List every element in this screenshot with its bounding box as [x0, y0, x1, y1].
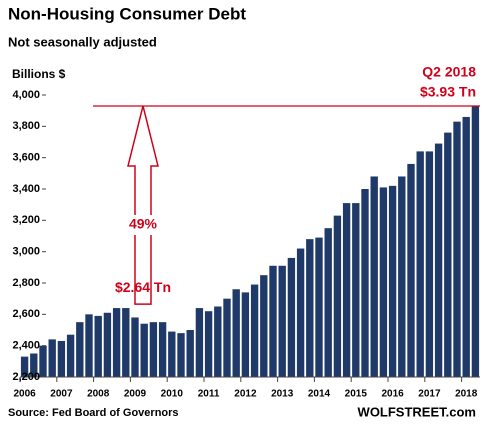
bar	[112, 308, 121, 377]
bar	[425, 151, 434, 377]
bar	[333, 215, 342, 377]
x-tick-label: 2015	[345, 389, 368, 400]
bar	[241, 292, 250, 377]
x-tick-label: 2014	[308, 389, 331, 400]
bar	[122, 308, 130, 377]
bar	[471, 105, 480, 377]
bar	[342, 203, 351, 377]
x-tick-label: 2012	[234, 389, 257, 400]
bar	[177, 333, 185, 377]
bar	[30, 353, 38, 377]
x-tick-label: 2018	[455, 389, 478, 400]
y-tick-label: 4,000	[12, 89, 40, 101]
bar	[131, 317, 139, 377]
bar	[296, 248, 305, 377]
y-axis-label: Billions $	[12, 67, 66, 81]
bar	[434, 143, 443, 377]
bar	[260, 275, 268, 377]
bar	[388, 185, 397, 377]
bar	[214, 306, 222, 377]
chart-title: Non-Housing Consumer Debt	[8, 4, 246, 23]
bar	[76, 322, 84, 377]
y-tick-label: 3,200	[12, 214, 40, 226]
x-tick-label: 2010	[161, 389, 184, 400]
bar	[324, 228, 332, 377]
bar	[379, 187, 388, 377]
y-tick-label: 2,800	[12, 277, 40, 289]
bar	[398, 176, 406, 377]
bar	[223, 298, 231, 377]
y-tick-label: 2,200	[12, 371, 40, 383]
chart-subtitle: Not seasonally adjusted	[8, 34, 157, 49]
label-box	[125, 215, 161, 236]
latest-period: Q2 2018	[422, 64, 476, 80]
bar	[287, 257, 296, 377]
bar	[315, 237, 323, 377]
bar	[361, 189, 369, 377]
x-tick-label: 2007	[50, 389, 73, 400]
bar	[269, 265, 277, 377]
bar	[232, 289, 240, 377]
bar	[453, 121, 461, 377]
bar	[20, 356, 29, 377]
bar	[306, 239, 314, 377]
bar	[85, 314, 93, 377]
bar	[66, 334, 75, 377]
bar	[94, 315, 102, 377]
x-tick-label: 2016	[381, 389, 404, 400]
brand: WOLFSTREET.com	[358, 404, 476, 419]
y-tick-label: 3,600	[12, 152, 40, 164]
bar	[140, 323, 148, 377]
bar	[186, 330, 194, 377]
x-tick-label: 2017	[418, 389, 441, 400]
x-tick-label: 2009	[124, 389, 147, 400]
bar	[168, 331, 176, 377]
x-tick-label: 2011	[198, 389, 220, 400]
y-tick-label: 3,400	[12, 183, 40, 195]
bar	[444, 132, 452, 377]
bar	[462, 116, 470, 377]
bar	[158, 322, 167, 377]
bar	[407, 163, 415, 377]
y-tick-label: 2,600	[12, 308, 40, 320]
source: Source: Fed Board of Governors	[8, 407, 179, 419]
bar	[278, 265, 286, 377]
bar	[352, 203, 360, 377]
bar	[416, 151, 424, 377]
bar	[204, 311, 213, 377]
latest-value: $3.93 Tn	[420, 84, 476, 100]
peak-label: $2.64 Tn	[115, 279, 171, 295]
bar	[370, 176, 378, 377]
y-tick-label: 3,800	[12, 120, 40, 132]
bar	[103, 312, 112, 377]
bar	[195, 308, 204, 377]
x-tick-label: 2006	[13, 389, 36, 400]
bar	[250, 284, 259, 377]
bar	[149, 322, 158, 377]
change-label: 49%	[129, 216, 158, 232]
x-tick-label: 2008	[87, 389, 110, 400]
bar	[48, 339, 56, 377]
y-tick-label: 2,400	[12, 340, 40, 352]
x-tick-label: 2013	[271, 389, 294, 400]
arrow	[127, 105, 159, 305]
bar	[39, 345, 47, 377]
y-tick-label: 3,000	[12, 246, 40, 258]
bar	[57, 340, 66, 377]
